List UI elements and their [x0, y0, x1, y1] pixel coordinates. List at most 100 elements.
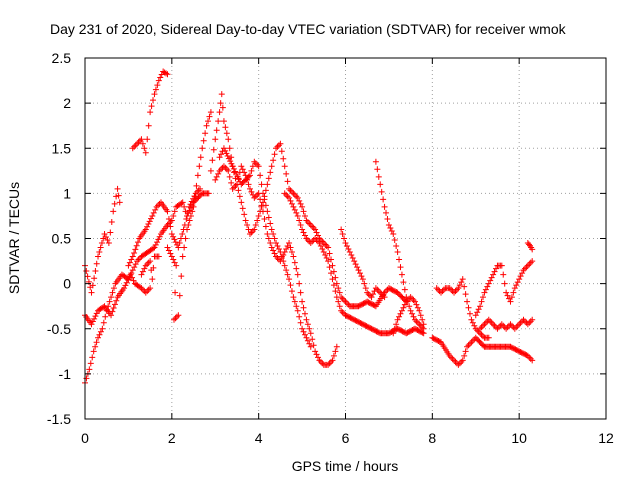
data-point	[262, 202, 269, 209]
x-tick-label: 12	[598, 430, 614, 446]
data-point	[164, 208, 171, 215]
data-point	[92, 343, 99, 350]
data-point	[90, 348, 97, 355]
data-point	[417, 312, 424, 319]
data-point	[105, 303, 112, 310]
data-point	[191, 193, 198, 200]
data-point	[397, 310, 404, 317]
data-point	[171, 236, 178, 243]
data-point	[296, 313, 303, 320]
data-point	[519, 270, 526, 277]
data-point	[228, 160, 235, 167]
data-point	[165, 247, 172, 254]
data-point	[288, 249, 295, 256]
data-point	[369, 291, 376, 298]
data-point	[271, 235, 278, 242]
data-point	[144, 136, 151, 143]
data-point	[274, 243, 281, 250]
data-point	[207, 109, 214, 116]
data-point	[126, 273, 133, 280]
data-point	[132, 261, 139, 268]
data-point	[225, 136, 232, 143]
data-point	[378, 188, 385, 195]
data-point	[171, 208, 178, 215]
data-point	[108, 218, 115, 225]
data-point	[213, 127, 220, 134]
data-point	[258, 181, 265, 188]
data-point	[271, 151, 278, 158]
data-point	[181, 203, 188, 210]
data-point	[273, 240, 280, 247]
data-point	[255, 163, 262, 170]
data-point	[223, 130, 230, 137]
data-point	[297, 200, 304, 207]
data-point	[89, 318, 96, 325]
data-point	[393, 321, 400, 328]
data-point	[508, 294, 515, 301]
data-point	[293, 209, 300, 216]
data-point	[286, 194, 293, 201]
data-point	[179, 230, 186, 237]
data-point	[297, 221, 304, 228]
data-point	[385, 221, 392, 228]
data-point	[264, 181, 271, 188]
data-point	[142, 149, 149, 156]
data-point	[390, 230, 397, 237]
data-point	[262, 223, 269, 230]
data-point	[206, 113, 213, 120]
data-point	[342, 240, 349, 247]
data-point	[131, 249, 138, 256]
data-point	[109, 289, 116, 296]
data-point	[230, 165, 237, 172]
data-point	[394, 316, 401, 323]
data-point	[462, 291, 469, 298]
data-point	[481, 289, 488, 296]
data-point	[194, 172, 201, 179]
data-point	[145, 221, 152, 228]
data-point	[176, 240, 183, 247]
data-point	[95, 334, 102, 341]
series-track-17	[472, 258, 536, 319]
data-point	[300, 328, 307, 335]
data-point	[187, 201, 194, 208]
data-point	[172, 289, 179, 296]
data-point	[114, 185, 121, 192]
y-tick-label: 2.5	[52, 50, 72, 66]
data-point	[183, 215, 190, 222]
data-point	[291, 206, 298, 213]
data-point	[465, 304, 472, 311]
data-point	[185, 221, 192, 228]
data-point	[218, 91, 225, 98]
data-point	[294, 271, 301, 278]
data-point	[356, 270, 363, 277]
data-point	[407, 307, 414, 314]
data-point	[309, 336, 316, 343]
data-point	[484, 283, 491, 290]
data-point	[228, 179, 235, 186]
data-point	[157, 74, 164, 81]
data-point	[210, 146, 217, 153]
data-point	[514, 279, 521, 286]
data-point	[420, 321, 427, 328]
data-point	[170, 256, 177, 263]
data-point	[89, 282, 96, 289]
data-point	[288, 200, 295, 207]
data-point	[303, 334, 310, 341]
data-point	[487, 277, 494, 284]
data-point	[343, 243, 350, 250]
data-point	[280, 258, 287, 265]
data-point	[316, 240, 323, 247]
data-point	[97, 328, 104, 335]
data-point	[398, 307, 405, 314]
y-tick-label: 0.5	[52, 231, 72, 247]
data-point	[83, 375, 90, 382]
data-point	[517, 273, 524, 280]
data-point	[184, 209, 191, 216]
data-point	[202, 130, 209, 137]
axis-ticks	[84, 57, 607, 420]
series-track-8	[207, 91, 410, 310]
data-point	[128, 256, 135, 263]
data-point	[330, 282, 337, 289]
data-point	[226, 145, 233, 152]
data-point	[265, 175, 272, 182]
